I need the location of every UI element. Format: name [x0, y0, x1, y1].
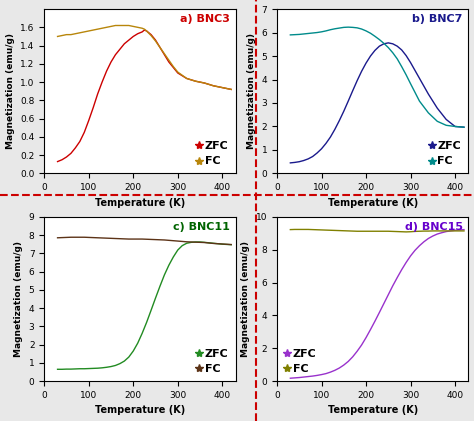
Y-axis label: Magnetization (emu/g): Magnetization (emu/g): [6, 33, 15, 149]
Text: b) BNC7: b) BNC7: [412, 14, 463, 24]
Text: d) BNC15: d) BNC15: [405, 222, 463, 232]
Text: c) BNC11: c) BNC11: [173, 222, 230, 232]
Y-axis label: Magnetization (emu/g): Magnetization (emu/g): [241, 241, 250, 357]
Legend: ZFC, FC: ZFC, FC: [427, 139, 463, 168]
Y-axis label: Magnetization (emu/g): Magnetization (emu/g): [14, 241, 23, 357]
Text: a) BNC3: a) BNC3: [180, 14, 230, 24]
X-axis label: Temperature (K): Temperature (K): [328, 405, 418, 416]
X-axis label: Temperature (K): Temperature (K): [328, 198, 418, 208]
X-axis label: Temperature (K): Temperature (K): [95, 198, 185, 208]
Legend: ZFC, FC: ZFC, FC: [194, 346, 230, 376]
Legend: ZFC, FC: ZFC, FC: [194, 139, 230, 168]
X-axis label: Temperature (K): Temperature (K): [95, 405, 185, 416]
Y-axis label: Magnetization (emu/g): Magnetization (emu/g): [247, 33, 256, 149]
Legend: ZFC, FC: ZFC, FC: [282, 346, 319, 376]
